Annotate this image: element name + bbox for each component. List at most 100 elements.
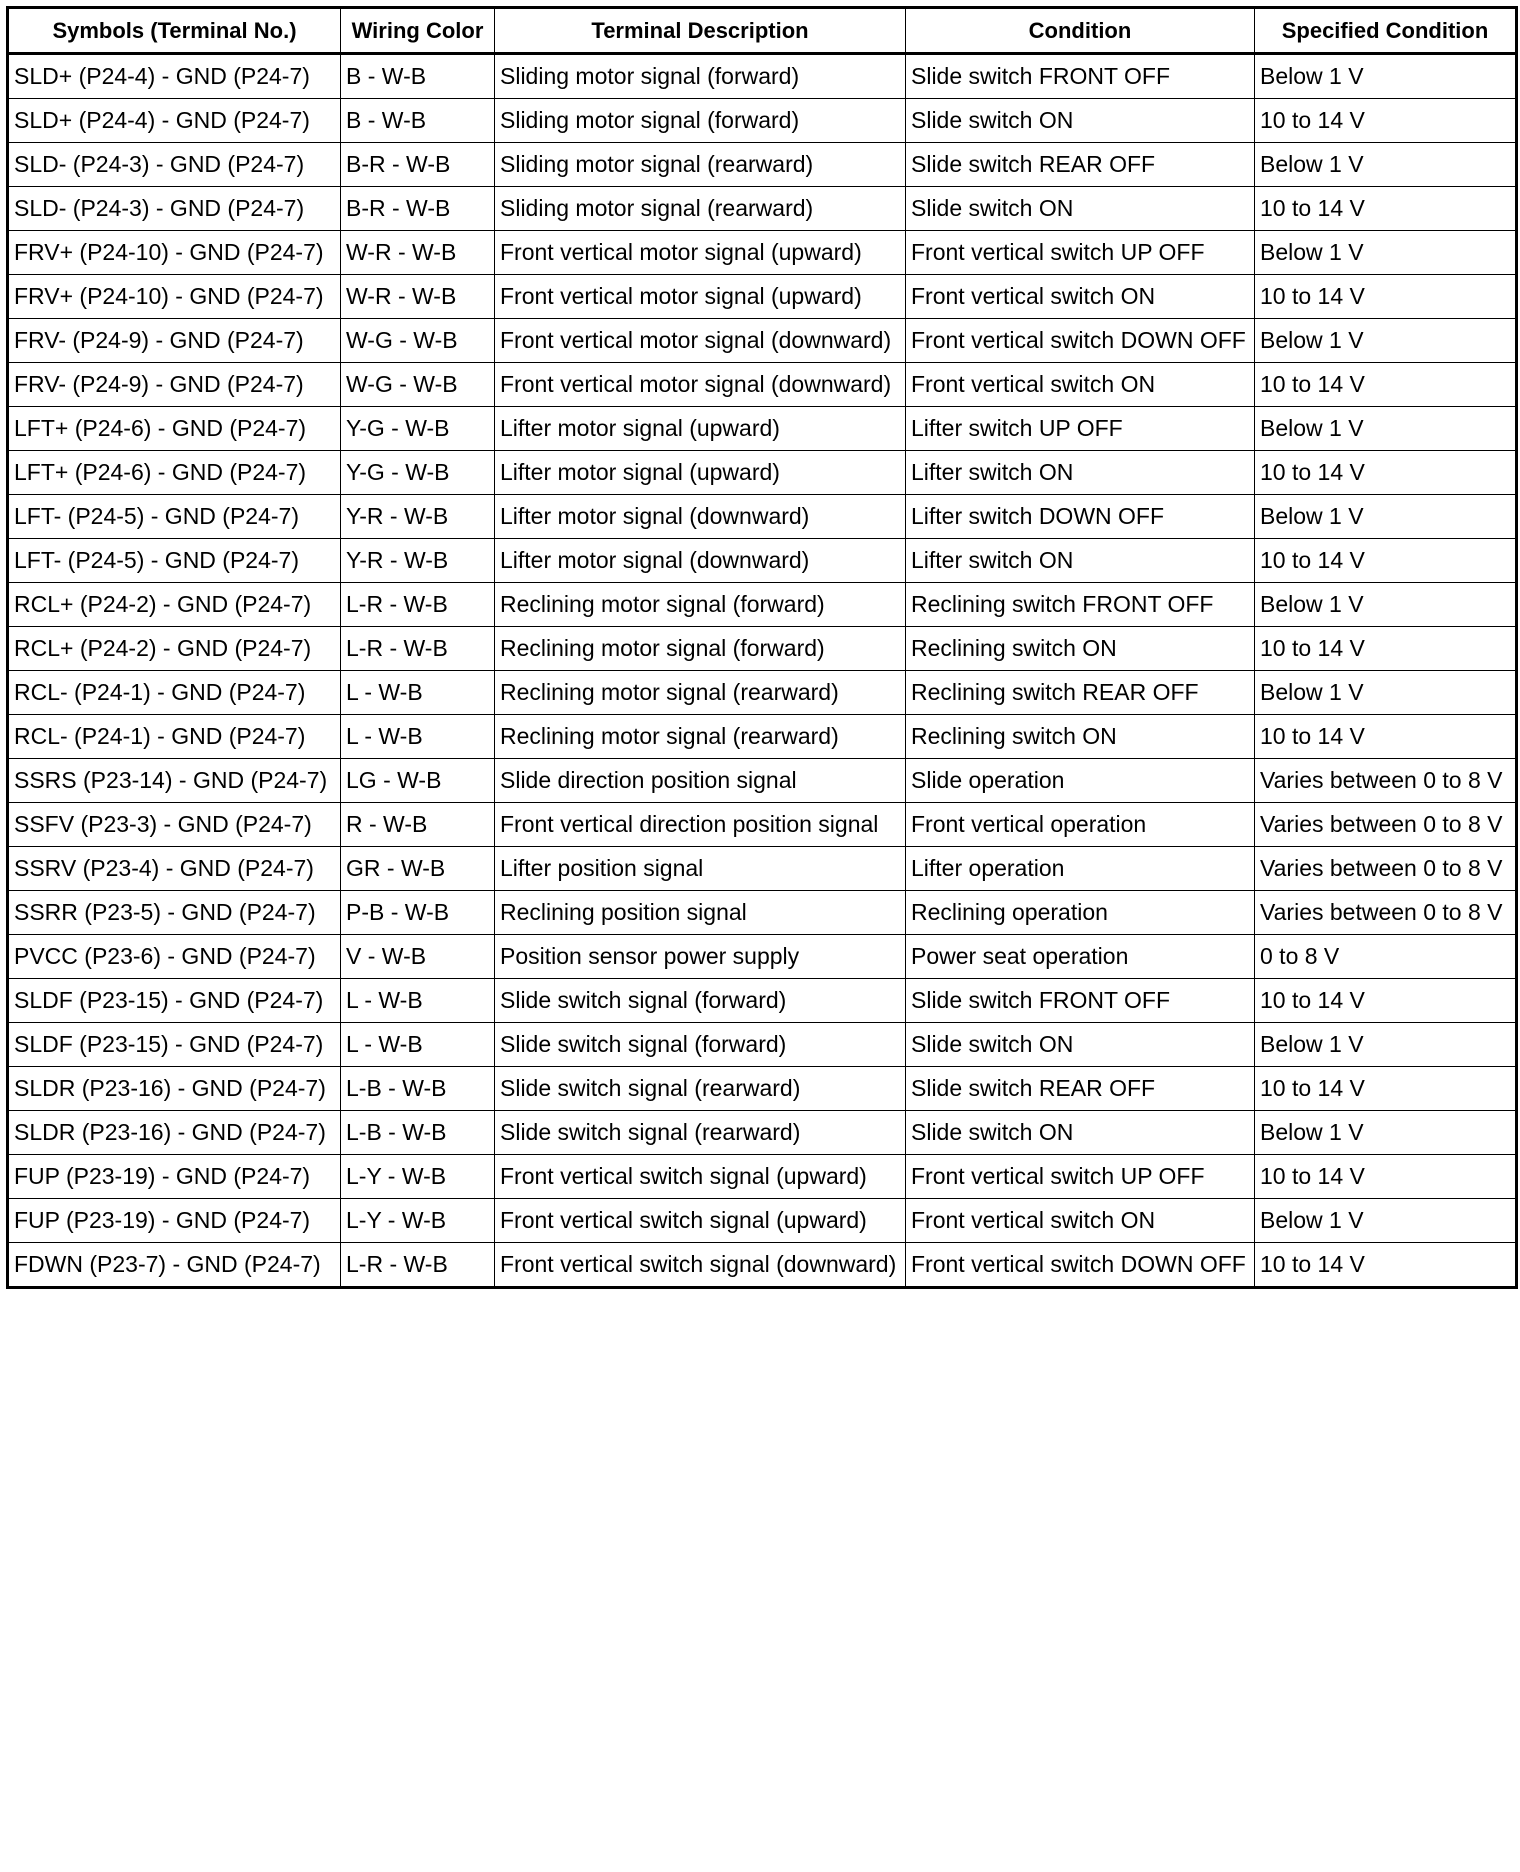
cell-terminal-description: Lifter motor signal (downward)	[494, 538, 906, 583]
table-row: FRV+ (P24-10) - GND (P24-7) W-R - W-B Fron…	[7, 274, 1517, 319]
cell-terminal-description: Lifter motor signal (downward)	[494, 494, 906, 539]
cell-specified-condition: 10 to 14 V	[1254, 98, 1517, 143]
cell-specified-condition: 0 to 8 V	[1254, 934, 1517, 979]
cell-terminal-description: Front vertical switch signal (upward)	[494, 1154, 906, 1199]
table-row: LFT+ (P24-6) - GND (P24-7) Y-G - W-B Lifte…	[7, 406, 1517, 451]
cell-terminal-description: Reclining motor signal (rearward)	[494, 714, 906, 759]
cell-condition: Lifter switch UP OFF	[905, 406, 1255, 451]
table-row: RCL- (P24-1) - GND (P24-7) L - W-B Reclini…	[7, 670, 1517, 715]
cell-terminal-description: Slide switch signal (forward)	[494, 1022, 906, 1067]
table-row: SSFV (P23-3) - GND (P24-7) R - W-B Front v…	[7, 802, 1517, 847]
cell-specified-condition: Below 1 V	[1254, 406, 1517, 451]
table-row: FUP (P23-19) - GND (P24-7) L-Y - W-B Front…	[7, 1198, 1517, 1243]
cell-wiring-color: R - W-B	[340, 802, 495, 847]
table-row: SSRR (P23-5) - GND (P24-7) P-B - W-B Recli…	[7, 890, 1517, 935]
cell-condition: Front vertical switch ON	[905, 274, 1255, 319]
cell-terminal-description: Slide switch signal (rearward)	[494, 1110, 906, 1155]
cell-terminal-description: Reclining motor signal (forward)	[494, 582, 906, 627]
cell-specified-condition: Below 1 V	[1254, 142, 1517, 187]
cell-wiring-color: GR - W-B	[340, 846, 495, 891]
cell-terminal-description: Front vertical motor signal (upward)	[494, 230, 906, 275]
cell-specified-condition: Below 1 V	[1254, 318, 1517, 363]
table-row: FRV+ (P24-10) - GND (P24-7) W-R - W-B Fron…	[7, 230, 1517, 275]
cell-condition: Lifter operation	[905, 846, 1255, 891]
cell-specified-condition: Below 1 V	[1254, 1022, 1517, 1067]
cell-condition: Front vertical switch DOWN OFF	[905, 318, 1255, 363]
table-body: SLD+ (P24-4) - GND (P24-7) B - W-B Sliding…	[7, 53, 1517, 1288]
cell-specified-condition: Below 1 V	[1254, 494, 1517, 539]
cell-terminal-description: Front vertical switch signal (downward)	[494, 1242, 906, 1288]
cell-symbols: RCL+ (P24-2) - GND (P24-7)	[7, 626, 341, 671]
cell-condition: Lifter switch ON	[905, 538, 1255, 583]
cell-terminal-description: Slide switch signal (rearward)	[494, 1066, 906, 1111]
cell-symbols: SLD+ (P24-4) - GND (P24-7)	[7, 53, 341, 99]
cell-wiring-color: Y-G - W-B	[340, 406, 495, 451]
cell-condition: Slide switch REAR OFF	[905, 1066, 1255, 1111]
cell-condition: Front vertical switch ON	[905, 362, 1255, 407]
cell-terminal-description: Reclining motor signal (forward)	[494, 626, 906, 671]
table-row: LFT- (P24-5) - GND (P24-7) Y-R - W-B Lifte…	[7, 494, 1517, 539]
cell-specified-condition: 10 to 14 V	[1254, 274, 1517, 319]
cell-symbols: SSRR (P23-5) - GND (P24-7)	[7, 890, 341, 935]
cell-symbols: SLD+ (P24-4) - GND (P24-7)	[7, 98, 341, 143]
cell-wiring-color: L - W-B	[340, 1022, 495, 1067]
table-row: RCL+ (P24-2) - GND (P24-7) L-R - W-B Recli…	[7, 582, 1517, 627]
cell-specified-condition: Below 1 V	[1254, 53, 1517, 99]
cell-symbols: SLDF (P23-15) - GND (P24-7)	[7, 1022, 341, 1067]
cell-condition: Slide switch ON	[905, 1110, 1255, 1155]
cell-symbols: SSRS (P23-14) - GND (P24-7)	[7, 758, 341, 803]
cell-terminal-description: Lifter motor signal (upward)	[494, 406, 906, 451]
cell-symbols: SSRV (P23-4) - GND (P24-7)	[7, 846, 341, 891]
cell-terminal-description: Slide direction position signal	[494, 758, 906, 803]
cell-wiring-color: L - W-B	[340, 670, 495, 715]
table-row: SLD- (P24-3) - GND (P24-7) B-R - W-B Slidi…	[7, 142, 1517, 187]
header-symbols: Symbols (Terminal No.)	[7, 7, 341, 54]
cell-symbols: FRV+ (P24-10) - GND (P24-7)	[7, 274, 341, 319]
cell-condition: Lifter switch ON	[905, 450, 1255, 495]
header-specified-condition: Specified Condition	[1254, 7, 1517, 54]
cell-condition: Slide switch FRONT OFF	[905, 53, 1255, 99]
cell-symbols: SLD- (P24-3) - GND (P24-7)	[7, 186, 341, 231]
cell-condition: Front vertical switch ON	[905, 1198, 1255, 1243]
cell-wiring-color: V - W-B	[340, 934, 495, 979]
cell-condition: Slide switch REAR OFF	[905, 142, 1255, 187]
cell-condition: Reclining switch FRONT OFF	[905, 582, 1255, 627]
cell-symbols: RCL- (P24-1) - GND (P24-7)	[7, 714, 341, 759]
cell-wiring-color: L-B - W-B	[340, 1110, 495, 1155]
cell-specified-condition: Varies between 0 to 8 V	[1254, 802, 1517, 847]
cell-condition: Reclining switch REAR OFF	[905, 670, 1255, 715]
cell-symbols: LFT+ (P24-6) - GND (P24-7)	[7, 450, 341, 495]
cell-symbols: LFT+ (P24-6) - GND (P24-7)	[7, 406, 341, 451]
cell-wiring-color: B-R - W-B	[340, 186, 495, 231]
cell-wiring-color: L-Y - W-B	[340, 1154, 495, 1199]
cell-condition: Slide switch ON	[905, 98, 1255, 143]
cell-terminal-description: Front vertical motor signal (downward)	[494, 362, 906, 407]
terminal-inspection-table: Symbols (Terminal No.) Wiring Color Term…	[6, 6, 1518, 1289]
table-row: SSRS (P23-14) - GND (P24-7) LG - W-B Slide…	[7, 758, 1517, 803]
cell-specified-condition: Varies between 0 to 8 V	[1254, 890, 1517, 935]
cell-wiring-color: LG - W-B	[340, 758, 495, 803]
table-row: FRV- (P24-9) - GND (P24-7) W-G - W-B Front…	[7, 318, 1517, 363]
cell-specified-condition: 10 to 14 V	[1254, 450, 1517, 495]
cell-symbols: FDWN (P23-7) - GND (P24-7)	[7, 1242, 341, 1288]
cell-specified-condition: Below 1 V	[1254, 1198, 1517, 1243]
table-row: FDWN (P23-7) - GND (P24-7) L-R - W-B Front…	[7, 1242, 1517, 1288]
table-row: SLDF (P23-15) - GND (P24-7) L - W-B Slide …	[7, 1022, 1517, 1067]
cell-terminal-description: Sliding motor signal (rearward)	[494, 186, 906, 231]
cell-wiring-color: L - W-B	[340, 714, 495, 759]
cell-wiring-color: L - W-B	[340, 978, 495, 1023]
table-row: PVCC (P23-6) - GND (P24-7) V - W-B Positio…	[7, 934, 1517, 979]
cell-terminal-description: Position sensor power supply	[494, 934, 906, 979]
cell-symbols: LFT- (P24-5) - GND (P24-7)	[7, 494, 341, 539]
cell-wiring-color: W-G - W-B	[340, 318, 495, 363]
cell-condition: Front vertical switch DOWN OFF	[905, 1242, 1255, 1288]
cell-symbols: FUP (P23-19) - GND (P24-7)	[7, 1198, 341, 1243]
cell-specified-condition: Below 1 V	[1254, 670, 1517, 715]
cell-specified-condition: 10 to 14 V	[1254, 538, 1517, 583]
cell-wiring-color: Y-R - W-B	[340, 494, 495, 539]
cell-specified-condition: 10 to 14 V	[1254, 186, 1517, 231]
cell-symbols: RCL- (P24-1) - GND (P24-7)	[7, 670, 341, 715]
cell-symbols: FRV+ (P24-10) - GND (P24-7)	[7, 230, 341, 275]
cell-specified-condition: 10 to 14 V	[1254, 1242, 1517, 1288]
table-row: SSRV (P23-4) - GND (P24-7) GR - W-B Lifter…	[7, 846, 1517, 891]
